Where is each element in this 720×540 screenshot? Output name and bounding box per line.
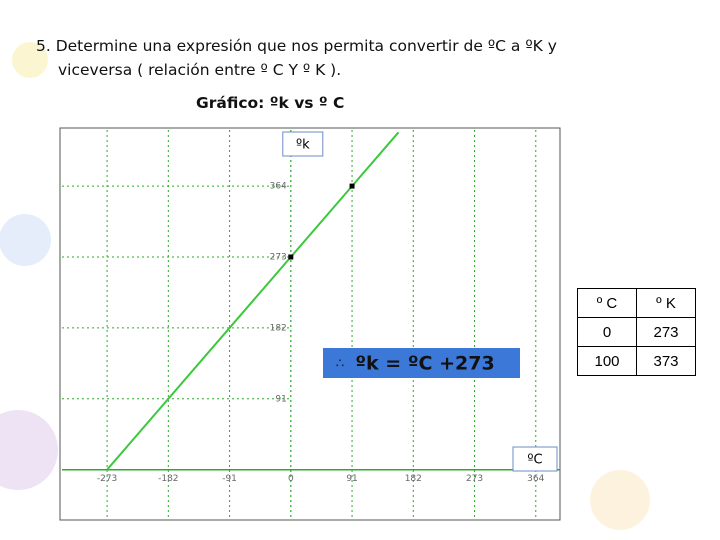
x-tick-label: 364 (527, 474, 544, 484)
y-axis-label: ºk (296, 138, 310, 153)
x-axis-label: ºC (527, 453, 542, 468)
x-tick-label: 182 (405, 474, 422, 484)
chart-title: Gráfico: ºk vs º C (196, 94, 345, 112)
point-marker (349, 183, 355, 189)
table-row: 0 273 (577, 317, 696, 347)
table-cell: º K (636, 288, 696, 318)
axis-label-box (282, 131, 324, 157)
heading: 5. Determine una expresión que nos permi… (36, 34, 557, 82)
x-tick-label: 273 (466, 474, 483, 484)
balloon (0, 214, 51, 266)
y-tick-label: 273 (270, 252, 287, 262)
table-cell: 100 (577, 346, 637, 376)
plot-frame (59, 127, 561, 521)
heading-line: viceversa ( relación entre º C Y º K ). (58, 61, 342, 79)
balloon (590, 470, 650, 530)
y-tick-label: 364 (270, 182, 287, 192)
table-cell: º C (577, 288, 637, 318)
balloon (0, 410, 58, 490)
x-tick-label: -273 (97, 474, 117, 484)
equation: ºk = ºC +273 (355, 353, 494, 375)
axis-label-box (512, 446, 558, 472)
y-tick-label: 182 (270, 323, 287, 333)
data-line (106, 131, 400, 471)
heading-line: 5. Determine una expresión que nos permi… (36, 37, 557, 55)
equation-prefix: ∴ (336, 357, 344, 372)
table-cell: 373 (636, 346, 696, 376)
x-tick-label: -91 (222, 474, 237, 484)
x-tick-label: -182 (158, 474, 178, 484)
point-marker (288, 254, 294, 260)
table-cell: 273 (636, 317, 696, 347)
table-cell: 0 (577, 317, 637, 347)
x-tick-label: 91 (346, 474, 357, 484)
y-tick-label: 91 (275, 394, 286, 404)
equation-box (323, 348, 520, 378)
table-row: 100 373 (577, 346, 696, 376)
balloon (12, 42, 48, 78)
x-tick-label: 0 (288, 474, 294, 484)
